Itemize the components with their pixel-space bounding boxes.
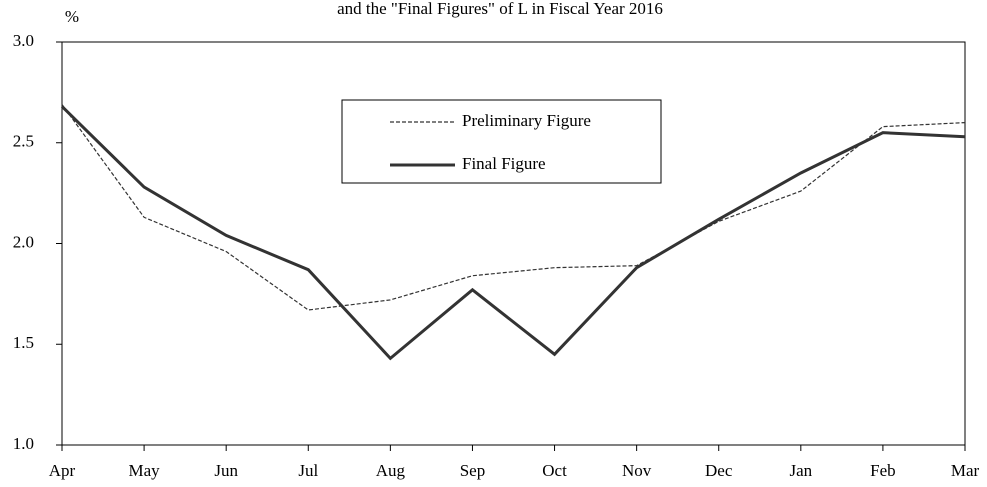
x-tick-label: May — [129, 461, 161, 480]
legend-label: Preliminary Figure — [462, 111, 591, 130]
x-tick-label: Mar — [951, 461, 980, 480]
x-tick-label: Jan — [789, 461, 812, 480]
x-tick-label: Sep — [460, 461, 486, 480]
x-tick-label: Feb — [870, 461, 896, 480]
legend-box — [341, 99, 662, 184]
legend-label: Final Figure — [462, 154, 546, 173]
chart-title: and the "Final Figures" of L in Fiscal Y… — [337, 0, 663, 18]
x-tick-label: Nov — [622, 461, 652, 480]
x-tick-label: Aug — [376, 461, 406, 480]
x-tick-label: Jun — [214, 461, 238, 480]
y-tick-label: 1.0 — [13, 434, 34, 453]
y-tick-label: 1.5 — [13, 333, 34, 352]
x-tick-label: Jul — [298, 461, 318, 480]
x-tick-label: Apr — [49, 461, 76, 480]
y-tick-label: 2.0 — [13, 232, 34, 251]
y-tick-label: 2.5 — [13, 132, 34, 151]
y-tick-label: 3.0 — [13, 31, 34, 50]
x-tick-label: Oct — [542, 461, 567, 480]
y-axis-label: % — [65, 7, 79, 26]
series-line — [61, 104, 966, 311]
series-line — [60, 105, 966, 361]
x-tick-label: Dec — [705, 461, 733, 480]
